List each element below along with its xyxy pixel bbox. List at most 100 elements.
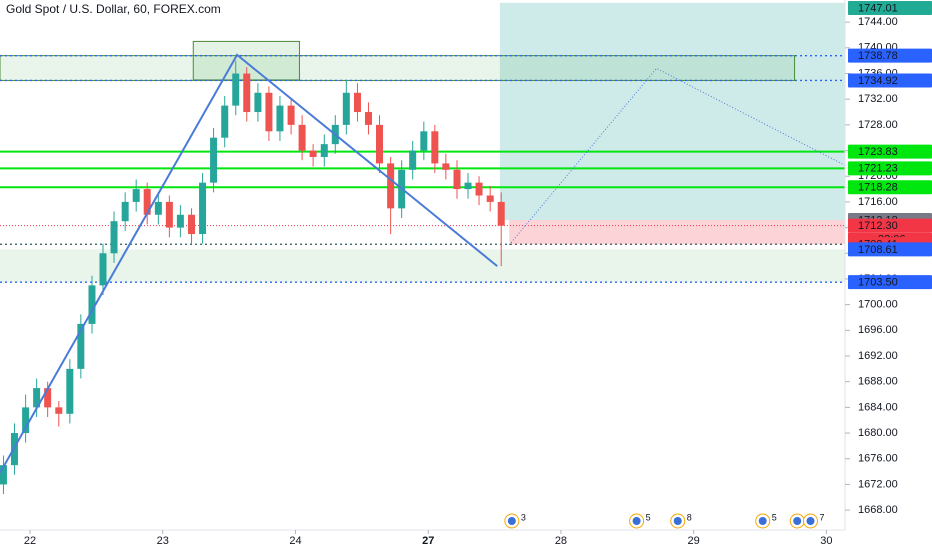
- candle-body: [143, 189, 151, 215]
- target-zone: [499, 2, 845, 221]
- price-label-box: [848, 1, 932, 15]
- candle-body: [453, 169, 461, 190]
- candle-body: [309, 150, 317, 157]
- price-label-box: [848, 161, 932, 176]
- y-tick-label: 1728.00: [858, 119, 898, 131]
- candle-body: [88, 285, 96, 324]
- candle-body: [276, 105, 284, 132]
- x-tick-label: 28: [555, 535, 567, 547]
- candle-body: [44, 388, 52, 408]
- event-count: 5: [772, 512, 777, 522]
- price-label-box: [848, 275, 932, 290]
- candle-body: [0, 465, 7, 485]
- price-label-box: [848, 48, 932, 63]
- candle-body: [165, 201, 173, 228]
- x-tick-label: 27: [422, 535, 434, 547]
- price-label: 1747.01: [858, 2, 898, 14]
- chart-title: Gold Spot / U.S. Dollar, 60, FOREX.com: [6, 2, 221, 16]
- candle-body: [254, 92, 262, 113]
- candle-body: [132, 189, 140, 202]
- price-label: 1734.92: [858, 75, 898, 87]
- candle-body: [99, 253, 107, 286]
- x-tick-label: 23: [157, 535, 169, 547]
- candle-body: [353, 92, 361, 113]
- candle-body: [265, 92, 273, 132]
- x-tick-label: 22: [24, 535, 36, 547]
- candle-body: [199, 182, 207, 235]
- event-flag: [758, 517, 767, 525]
- price-label: 1723.83: [858, 146, 898, 158]
- event-count: 8: [687, 512, 692, 522]
- y-tick-label: 1744.00: [858, 16, 898, 28]
- candle-body: [409, 150, 417, 170]
- candle-body: [364, 112, 372, 125]
- event-count: 3: [521, 512, 526, 522]
- y-tick-label: 1676.00: [858, 453, 898, 465]
- price-label: 1721.23: [858, 163, 898, 175]
- candle-body: [121, 201, 129, 222]
- x-tick-label: 24: [289, 535, 301, 547]
- candle-body: [342, 92, 350, 125]
- y-tick-label: 1696.00: [858, 324, 898, 336]
- x-tick-label: 30: [820, 535, 832, 547]
- y-tick-label: 1680.00: [858, 427, 898, 439]
- event-flag: [806, 517, 815, 525]
- y-tick-label: 1672.00: [858, 478, 898, 490]
- candle-body: [497, 201, 505, 226]
- candle-body: [33, 388, 41, 408]
- event-count: 7: [819, 512, 824, 522]
- candle-body: [298, 124, 306, 151]
- y-tick-label: 1692.00: [858, 350, 898, 362]
- candle-body: [320, 144, 328, 157]
- candle-body: [232, 73, 240, 106]
- x-tick-label: 29: [688, 535, 700, 547]
- candle-body: [210, 137, 218, 183]
- price-label-box: [848, 242, 932, 257]
- candle-body: [464, 182, 472, 190]
- candle-body: [287, 105, 295, 125]
- candle-body: [486, 195, 494, 202]
- candle-body: [22, 407, 30, 434]
- event-flag: [507, 517, 516, 525]
- candle-body: [475, 182, 483, 196]
- stop-zone: [509, 220, 845, 245]
- candle-body: [420, 131, 428, 151]
- candle-body: [55, 407, 63, 414]
- y-tick-label: 1700.00: [858, 299, 898, 311]
- event-flag: [632, 517, 641, 525]
- price-label: 1718.28: [858, 182, 898, 194]
- candle-body: [442, 163, 450, 170]
- candle-body: [188, 214, 196, 235]
- y-tick-label: 1688.00: [858, 376, 898, 388]
- candle-body: [243, 73, 251, 113]
- y-tick-label: 1668.00: [858, 504, 898, 516]
- event-count: 5: [646, 512, 651, 522]
- candle-body: [387, 163, 395, 209]
- candle-body: [176, 214, 184, 228]
- price-label-box: [848, 218, 932, 233]
- candle-body: [110, 221, 118, 254]
- price-label: 1708.61: [858, 244, 898, 256]
- price-label: 1712.30: [858, 220, 898, 232]
- price-label-box: [848, 73, 932, 88]
- candle-body: [375, 124, 383, 164]
- price-label-box: [848, 180, 932, 195]
- event-flag: [673, 517, 682, 525]
- event-flag: [793, 517, 802, 525]
- candle-body: [431, 131, 439, 164]
- price-label-box: [848, 144, 932, 159]
- zigzag-line: [0, 53, 498, 474]
- price-label: 1703.50: [858, 277, 898, 289]
- candle-body: [66, 368, 74, 414]
- y-tick-label: 1716.00: [858, 196, 898, 208]
- plot-area: [0, 2, 846, 495]
- candle-body: [221, 105, 229, 138]
- supply-demand-zone: [0, 249, 845, 283]
- y-tick-label: 1732.00: [858, 93, 898, 105]
- supply-demand-zone: [0, 55, 796, 81]
- y-tick-label: 1684.00: [858, 401, 898, 413]
- candle-body: [154, 201, 162, 215]
- price-label: 1738.78: [858, 50, 898, 62]
- candle-body: [77, 323, 85, 369]
